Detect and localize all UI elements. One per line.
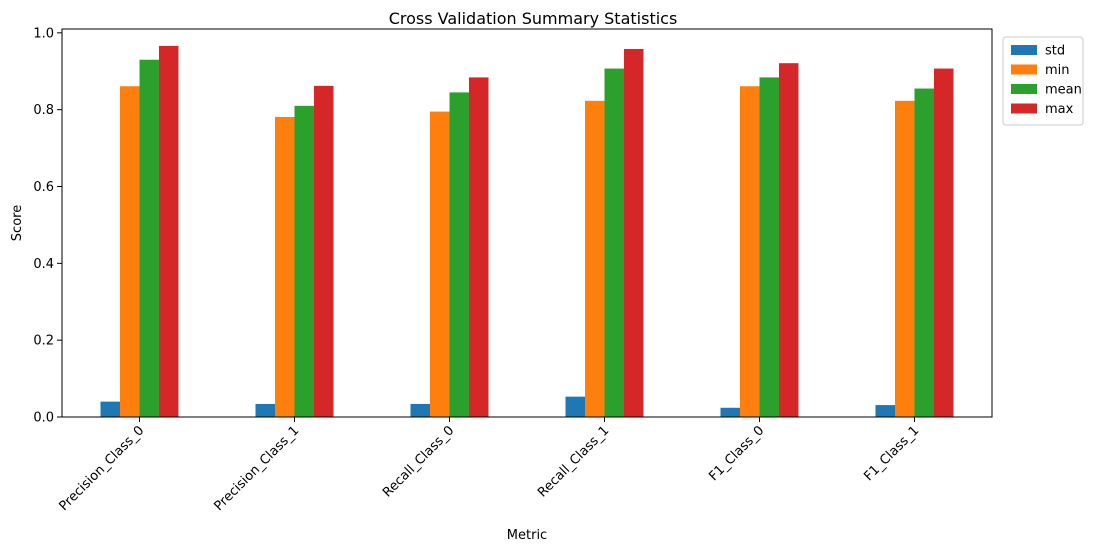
x-tick-label: F1_Class_1 bbox=[861, 423, 922, 484]
y-tick-label: 0.8 bbox=[33, 103, 54, 118]
legend-label-std: std bbox=[1045, 44, 1065, 59]
bar-max-Precision_Class_1 bbox=[314, 85, 334, 418]
legend-swatch-max bbox=[1011, 103, 1037, 114]
bar-std-Recall_Class_0 bbox=[410, 403, 430, 417]
y-axis-label: Score bbox=[10, 205, 25, 241]
bar-std-Precision_Class_0 bbox=[100, 401, 120, 417]
bar-min-Recall_Class_0 bbox=[430, 111, 450, 417]
x-axis: Precision_Class_0 Precision_Class_1 Recall… bbox=[56, 417, 922, 514]
legend-label-min: min bbox=[1045, 63, 1070, 78]
x-axis-label: Metric bbox=[507, 528, 547, 543]
bar-mean-Precision_Class_1 bbox=[294, 105, 314, 417]
bar-std-Precision_Class_1 bbox=[255, 403, 275, 417]
legend-swatch-min bbox=[1011, 64, 1037, 75]
bar-min-F1_Class_1 bbox=[895, 100, 915, 417]
bar-std-F1_Class_1 bbox=[875, 405, 895, 417]
bar-max-Recall_Class_0 bbox=[469, 77, 489, 418]
x-tick-label: Precision_Class_1 bbox=[211, 423, 302, 514]
y-tick-label: 0.2 bbox=[33, 334, 54, 349]
chart-title: Cross Validation Summary Statistics bbox=[389, 9, 678, 28]
x-tick-label: Recall_Class_1 bbox=[535, 423, 612, 500]
legend: std min mean max bbox=[1002, 36, 1084, 126]
bar-max-Precision_Class_0 bbox=[159, 45, 179, 418]
bar-mean-Precision_Class_0 bbox=[139, 59, 159, 417]
y-tick-label: 0.0 bbox=[33, 411, 54, 426]
bar-mean-Recall_Class_0 bbox=[449, 92, 469, 417]
y-tick-label: 0.4 bbox=[33, 257, 54, 272]
legend-label-mean: mean bbox=[1045, 83, 1082, 98]
legend-swatch-std bbox=[1011, 45, 1037, 55]
bar-min-Recall_Class_1 bbox=[585, 100, 605, 417]
legend-label-max: max bbox=[1045, 102, 1074, 117]
bar-min-Precision_Class_1 bbox=[275, 116, 295, 417]
bars-group bbox=[100, 45, 954, 418]
bar-mean-F1_Class_1 bbox=[914, 88, 934, 417]
bar-mean-Recall_Class_1 bbox=[604, 68, 624, 417]
x-tick-label: Recall_Class_0 bbox=[380, 423, 457, 500]
y-tick-label: 1.0 bbox=[33, 26, 54, 41]
y-axis: 0.0 0.2 0.4 0.6 0.8 1.0 bbox=[33, 26, 62, 426]
bar-mean-F1_Class_0 bbox=[759, 77, 779, 418]
bar-max-Recall_Class_1 bbox=[624, 48, 644, 417]
plot-frame bbox=[61, 28, 993, 418]
bar-min-Precision_Class_0 bbox=[120, 86, 140, 418]
x-tick-label: Precision_Class_0 bbox=[56, 423, 147, 514]
legend-swatch-mean bbox=[1011, 84, 1037, 94]
bar-min-F1_Class_0 bbox=[740, 86, 760, 418]
bar-max-F1_Class_0 bbox=[779, 63, 799, 417]
bar-max-F1_Class_1 bbox=[934, 68, 954, 417]
y-tick-label: 0.6 bbox=[33, 180, 54, 195]
bar-std-F1_Class_0 bbox=[720, 407, 740, 417]
x-tick-label: F1_Class_0 bbox=[706, 423, 767, 484]
legend-frame bbox=[1002, 36, 1084, 126]
bar-std-Recall_Class_1 bbox=[565, 396, 585, 417]
